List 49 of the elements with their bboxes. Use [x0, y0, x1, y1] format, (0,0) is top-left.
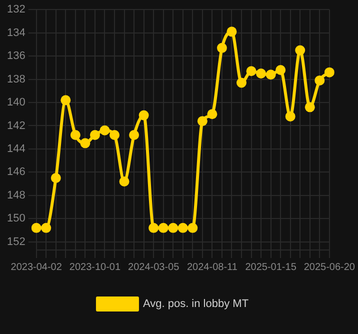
point: [324, 67, 334, 78]
point: [295, 45, 306, 56]
point: [90, 130, 100, 140]
point: [70, 130, 80, 140]
x-tick-label: 2023-10-01: [69, 262, 121, 273]
point: [266, 70, 276, 80]
point: [148, 222, 159, 233]
y-tick-label: 148: [6, 189, 26, 202]
point: [256, 68, 266, 78]
point: [168, 222, 178, 233]
x-tick-label: 2024-08-11: [186, 262, 238, 273]
legend-label: Avg. pos. in lobby MT: [142, 298, 249, 310]
y-tick-label: 136: [6, 50, 26, 62]
point: [60, 95, 71, 106]
y-tick-label: 142: [6, 120, 26, 132]
point: [80, 138, 90, 148]
point: [216, 42, 227, 53]
point: [119, 176, 130, 186]
point: [178, 222, 188, 233]
x-tick-label: 2025-06-20: [304, 262, 356, 273]
point: [41, 222, 52, 233]
y-tick-label: 150: [6, 212, 26, 225]
point: [50, 172, 61, 183]
y-tick-label: 138: [6, 73, 26, 86]
point: [129, 130, 140, 140]
point: [304, 102, 315, 112]
x-tick-label: 2024-03-05: [128, 262, 180, 273]
y-tick-label: 152: [6, 236, 26, 248]
point: [197, 116, 208, 126]
point: [246, 66, 256, 76]
point: [226, 26, 237, 37]
point: [276, 64, 286, 75]
y-tick-label: 132: [6, 4, 26, 16]
point: [100, 125, 110, 136]
point: [236, 78, 247, 88]
point: [31, 222, 42, 233]
y-tick-label: 140: [6, 96, 26, 109]
point: [138, 110, 149, 120]
point: [314, 75, 325, 86]
y-tick-label: 144: [6, 142, 26, 155]
point: [207, 109, 218, 120]
y-tick-label: 134: [6, 26, 26, 39]
point: [285, 111, 296, 122]
point: [188, 222, 198, 233]
point: [158, 222, 168, 233]
x-tick-label: 2025-01-15: [245, 262, 297, 273]
y-tick-label: 146: [6, 166, 26, 178]
x-tick-label: 2023-04-02: [10, 262, 62, 273]
point: [110, 130, 120, 140]
